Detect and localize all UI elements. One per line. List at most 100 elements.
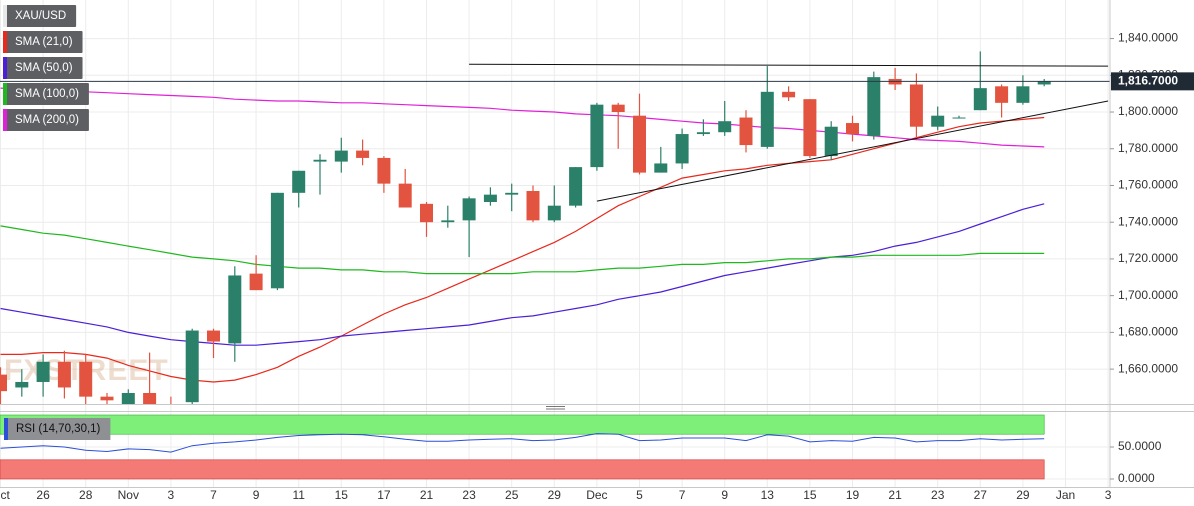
y-tick-label: 1,700.0000 <box>1118 288 1178 302</box>
x-tick-label: 23 <box>462 488 476 502</box>
candle-body <box>760 91 774 147</box>
candle-body <box>143 392 157 404</box>
candle-body <box>505 192 519 195</box>
x-tick-label: 21 <box>420 488 434 502</box>
sma-line <box>0 203 1045 346</box>
candle-body <box>995 86 1009 103</box>
x-tick-label: 25 <box>505 488 519 502</box>
candle-body <box>441 220 455 223</box>
legend-swatch <box>3 31 7 53</box>
x-tick-label: Nov <box>118 488 139 502</box>
candle-body <box>654 163 668 173</box>
legend-swatch <box>3 83 7 105</box>
candle-body <box>590 104 604 168</box>
x-tick-label: 15 <box>335 488 349 502</box>
candle-body <box>462 198 476 221</box>
candle-body <box>739 117 753 146</box>
y-tick-label: 1,840.0000 <box>1118 31 1178 45</box>
x-tick-label: 28 <box>79 488 93 502</box>
candle-body <box>228 275 242 344</box>
legend-box <box>4 418 111 440</box>
x-tick-label: 11 <box>292 488 305 502</box>
rsi-plot <box>0 433 1045 453</box>
rsi-bands <box>0 414 1045 480</box>
candle-body <box>846 123 859 135</box>
y-tick-label: 0.0000 <box>1118 471 1155 485</box>
candle-body <box>611 104 625 113</box>
sma-line <box>0 116 1045 383</box>
candle-body <box>207 330 220 342</box>
x-tick-label: 15 <box>803 488 817 502</box>
legend-swatch <box>4 418 8 440</box>
candle-body <box>334 150 348 162</box>
legend-label: XAU/USD <box>15 10 66 22</box>
pane-resize-handle[interactable] <box>546 406 565 410</box>
legend-entry[interactable]: SMA (21,0) <box>3 31 83 53</box>
x-tick-label: 29 <box>548 488 562 502</box>
candle-body <box>803 99 817 157</box>
trendline <box>469 63 1109 67</box>
trendline <box>596 100 1109 202</box>
x-tick-label: 5 <box>636 488 643 502</box>
candle-body <box>313 159 327 162</box>
candle-body <box>952 117 966 119</box>
candle-body <box>1016 86 1030 103</box>
candle-body <box>931 115 945 127</box>
rsi-line <box>0 433 1045 453</box>
y-tick-label: 50.0000 <box>1118 439 1162 453</box>
candle-body <box>121 392 135 404</box>
candle-body <box>398 183 412 208</box>
candle-body <box>356 150 370 158</box>
candle-body <box>1037 81 1051 85</box>
x-tick-label: 23 <box>931 488 945 502</box>
last-price-box <box>1111 72 1194 91</box>
y-tick-label: 1,720.0000 <box>1118 251 1178 265</box>
legend-entry[interactable]: XAU/USD <box>3 5 77 27</box>
x-tick-label: 7 <box>679 488 686 502</box>
candle-body <box>718 121 732 133</box>
legend-entry[interactable]: SMA (100,0) <box>3 83 89 105</box>
y-tick-label: 1,660.0000 <box>1118 361 1178 375</box>
candle-body <box>79 361 93 397</box>
candle-body <box>483 194 497 202</box>
x-tick-label: 19 <box>846 488 860 502</box>
candle-body <box>569 167 583 206</box>
sma-line <box>0 225 1045 275</box>
candle-body <box>15 381 29 388</box>
y-tick-label: 1,780.0000 <box>1118 141 1178 155</box>
legend-swatch <box>3 109 7 131</box>
price-plot: FXSTREET <box>0 51 1110 404</box>
candle-body <box>973 88 987 111</box>
y-tick-label: 1,740.0000 <box>1118 214 1178 228</box>
candle-body <box>0 374 7 392</box>
x-tick-label: 26 <box>36 488 50 502</box>
legend-box <box>3 5 77 27</box>
candle-body <box>782 91 796 98</box>
legend-entry[interactable]: SMA (200,0) <box>3 109 89 131</box>
legend-entry[interactable]: SMA (50,0) <box>3 57 83 79</box>
legend-swatch <box>3 57 7 79</box>
x-tick-label: 27 <box>974 488 988 502</box>
axes: 1,660.0000 1,680.0000 1,700.0000 1,720.0000… <box>0 31 1194 502</box>
x-tick-label: 7 <box>210 488 217 502</box>
legend-label: SMA (21,0) <box>15 36 73 48</box>
legend-label: SMA (50,0) <box>15 62 73 74</box>
x-tick-label: 17 <box>377 488 391 502</box>
x-tick-label: 9 <box>253 488 260 502</box>
candle-body <box>633 115 646 173</box>
candle-body <box>36 361 50 382</box>
legend-box <box>3 31 83 53</box>
legend-box <box>3 109 89 131</box>
legend-label: SMA (200,0) <box>15 114 79 126</box>
candle-body <box>909 84 923 127</box>
legend-entry[interactable]: RSI (14,70,30,1) <box>4 418 111 440</box>
candle-body <box>377 157 391 184</box>
x-tick-label: 3 <box>1105 488 1112 502</box>
legend-box <box>3 83 89 105</box>
overbought-band <box>0 414 1045 435</box>
candle-body <box>270 192 284 289</box>
x-tick-label: 3 <box>168 488 175 502</box>
candle-body <box>867 77 881 136</box>
x-tick-label: 13 <box>761 488 775 502</box>
